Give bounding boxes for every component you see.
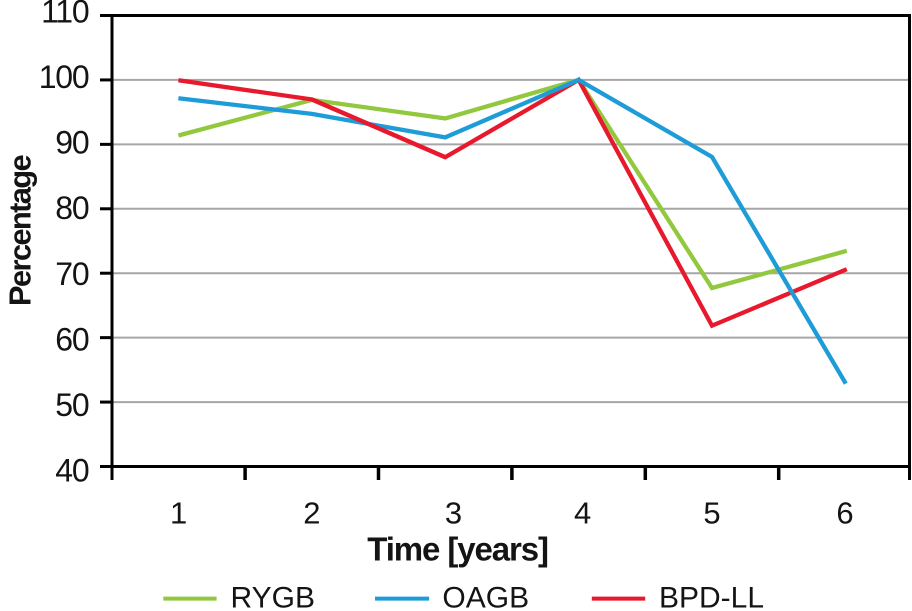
svg-text:RYGB: RYGB <box>231 582 315 611</box>
svg-text:BPD-LL: BPD-LL <box>659 582 764 611</box>
svg-text:40: 40 <box>55 452 89 488</box>
svg-text:4: 4 <box>574 496 591 531</box>
svg-text:100: 100 <box>39 59 89 95</box>
svg-text:6: 6 <box>836 496 853 531</box>
svg-text:1: 1 <box>170 496 187 531</box>
svg-text:50: 50 <box>55 387 89 423</box>
svg-text:110: 110 <box>41 0 89 30</box>
svg-text:2: 2 <box>303 496 320 531</box>
svg-text:80: 80 <box>55 190 89 226</box>
svg-text:3: 3 <box>445 496 462 531</box>
svg-text:Time [years]: Time [years] <box>367 531 548 568</box>
svg-text:5: 5 <box>703 496 720 531</box>
svg-text:60: 60 <box>55 321 89 357</box>
svg-text:70: 70 <box>55 256 89 292</box>
svg-text:OAGB: OAGB <box>442 582 529 611</box>
svg-text:Percentage: Percentage <box>3 154 38 306</box>
svg-text:90: 90 <box>55 125 89 161</box>
